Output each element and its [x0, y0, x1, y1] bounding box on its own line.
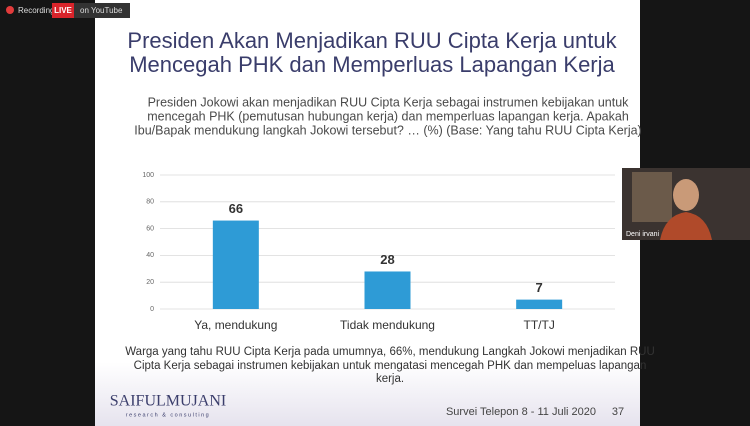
page-number: 37: [612, 406, 624, 418]
bookshelf: [632, 172, 672, 222]
annotation-line: Warga yang tahu RUU Cipta Kerja pada umu…: [125, 346, 655, 358]
subtitle-line: Ibu/Bapak mendukung langkah Jokowi terse…: [134, 123, 641, 137]
shirt: [660, 212, 712, 240]
bar: [212, 220, 259, 309]
x-tick-label: Tidak mendukung: [340, 318, 435, 332]
speaker-name: Deni irvani: [626, 231, 660, 238]
value-label: 66: [229, 201, 243, 216]
y-tick-label: 60: [146, 225, 154, 232]
logo: SAIFULMUJANI: [110, 393, 226, 410]
logo-sub: research & consulting: [126, 412, 210, 418]
x-tick-label: TT/TJ: [524, 318, 555, 332]
y-tick-label: 100: [142, 172, 154, 179]
recording-label: Recording: [18, 6, 54, 15]
webcam: Deni irvani: [622, 168, 750, 240]
x-tick-label: Ya, mendukung: [194, 318, 277, 332]
value-label: 7: [536, 280, 543, 295]
platform-badge: [74, 3, 130, 18]
live-badge: [52, 3, 74, 18]
annotation-line: kerja.: [376, 373, 404, 385]
record-dot: [6, 6, 14, 14]
live-label: LIVE: [54, 6, 72, 15]
title-line: Mencegah PHK dan Memperluas Lapangan Ker…: [129, 52, 615, 77]
y-tick-label: 0: [150, 306, 154, 313]
source: Survei Telepon 8 - 11 Juli 2020: [446, 406, 596, 418]
y-tick-label: 80: [146, 199, 154, 206]
y-tick-label: 40: [146, 252, 154, 259]
y-tick-label: 20: [146, 279, 154, 286]
slide: [95, 0, 640, 426]
subtitle-line: Presiden Jokowi akan menjadikan RUU Cipt…: [148, 95, 630, 109]
bar: [516, 299, 563, 309]
bar: [364, 271, 411, 309]
value-label: 28: [380, 252, 394, 267]
title-line: Presiden Akan Menjadikan RUU Cipta Kerja…: [127, 28, 617, 53]
annotation-line: Cipta Kerja sebagai instrumen kebijakan …: [134, 360, 647, 372]
platform-label: on YouTube: [80, 6, 123, 15]
face: [673, 179, 699, 211]
subtitle-line: mencegah PHK (pemutusan hubungan kerja) …: [147, 109, 629, 123]
